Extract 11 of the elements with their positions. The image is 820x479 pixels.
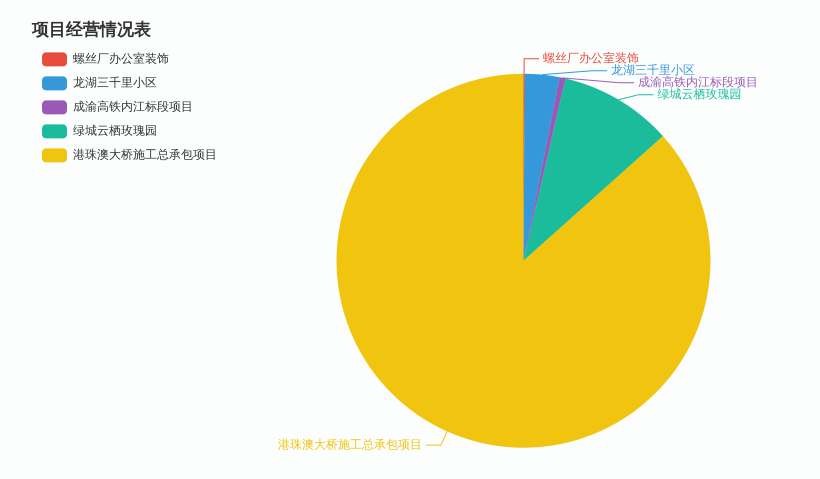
slice-label: 成渝高铁内江标段项目: [638, 75, 758, 90]
chart-title: 项目经营情况表: [31, 20, 152, 39]
slice-label: 绿城云栖玫瑰园: [658, 87, 742, 102]
legend-label: 成渝高铁内江标段项目: [73, 100, 193, 114]
slice-label: 螺丝厂办公室装饰: [543, 51, 640, 66]
legend-label: 龙湖三千里小区: [73, 76, 157, 90]
slice-label: 龙湖三千里小区: [611, 63, 696, 78]
legend-label: 绿城云栖玫瑰园: [73, 124, 157, 138]
slice-label: 港珠澳大桥施工总承包项目: [278, 437, 422, 452]
legend-label: 港珠澳大桥施工总承包项目: [73, 148, 217, 162]
legend-label: 螺丝厂办公室装饰: [73, 52, 169, 66]
